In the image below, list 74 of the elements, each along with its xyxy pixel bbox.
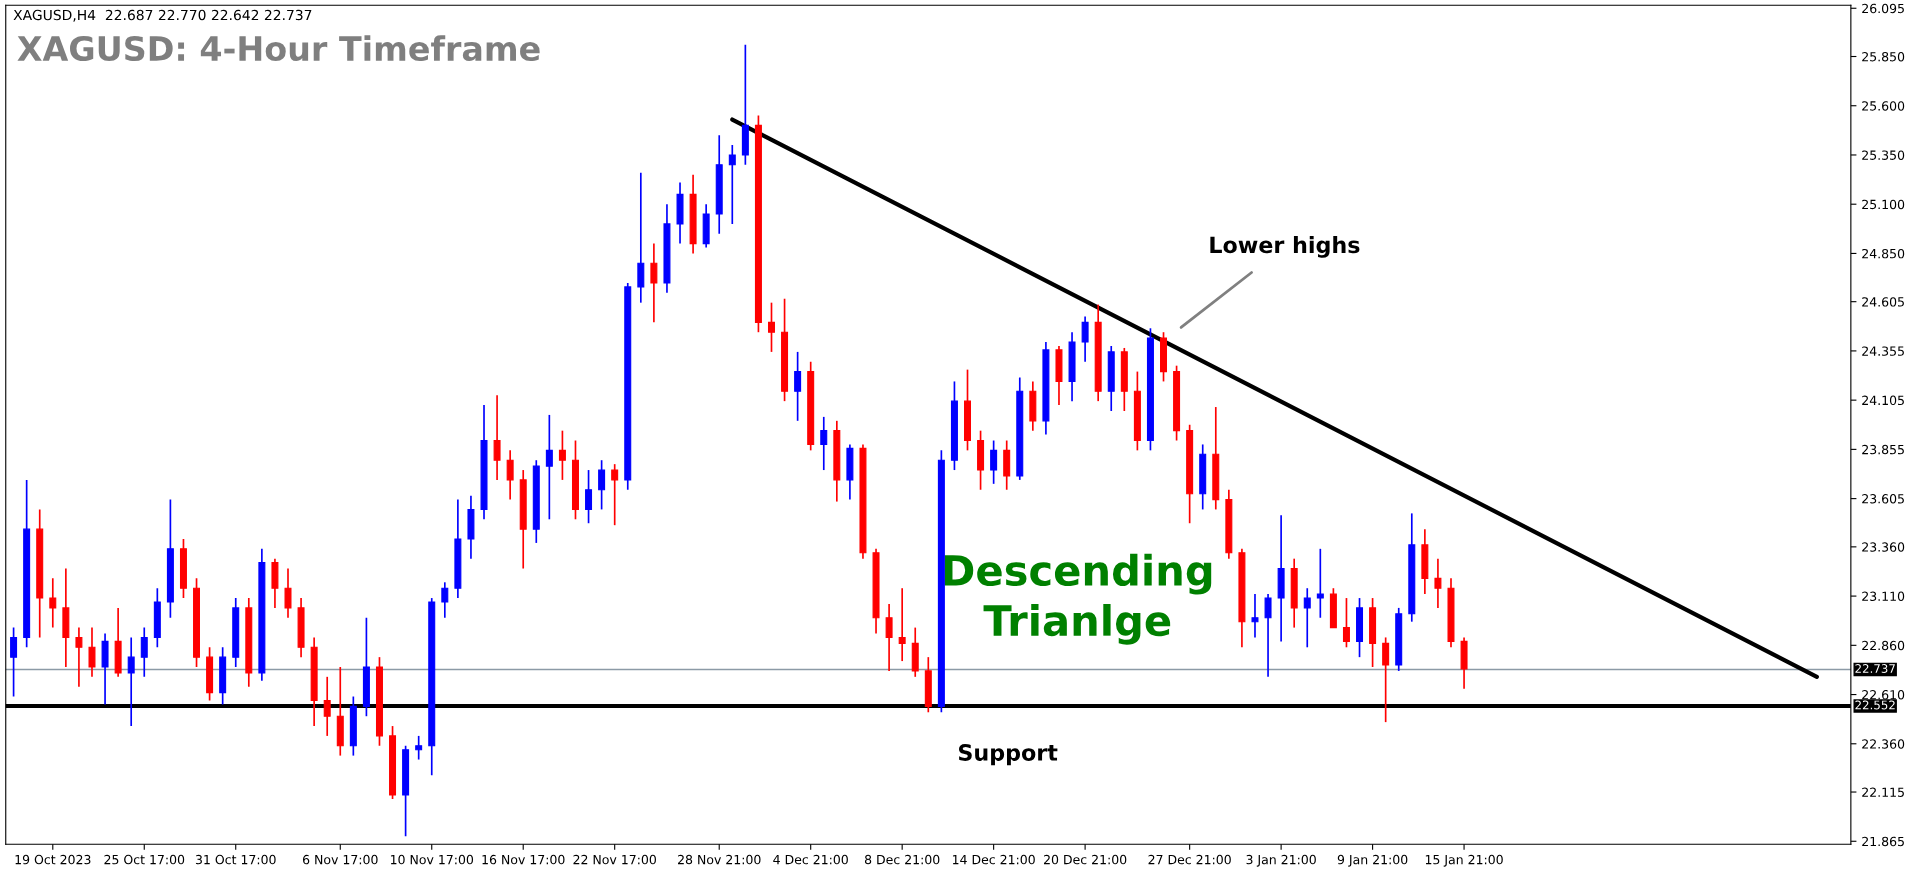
y-tick-label: 23.360 xyxy=(1862,542,1905,552)
candlestick xyxy=(10,626,18,698)
candlestick xyxy=(598,459,606,511)
x-tick-label: 20 Dec 21:00 xyxy=(1043,854,1127,865)
candlestick xyxy=(794,351,802,422)
y-tick-label: 23.110 xyxy=(1862,591,1905,602)
candlestick xyxy=(898,587,906,662)
x-tick-label: 27 Dec 21:00 xyxy=(1148,854,1231,865)
annotation: Lower highs xyxy=(1210,236,1360,258)
ref-line-label: 22.737 xyxy=(1855,664,1895,673)
candlestick xyxy=(1081,315,1089,363)
y-tick-label: 25.100 xyxy=(1862,199,1905,210)
y-tick-label: 22.610 xyxy=(1862,690,1905,700)
candlestick xyxy=(990,439,998,485)
candlestick xyxy=(506,449,514,501)
x-tick-label: 6 Nov 17:00 xyxy=(302,854,378,865)
x-tick-label: 19 Oct 2023 xyxy=(15,854,91,865)
x-tick-label: 15 Jan 21:00 xyxy=(1425,854,1503,867)
candlestick xyxy=(545,414,553,521)
y-tick-label: 26.095 xyxy=(1862,3,1904,14)
annotation: Support xyxy=(958,744,1058,766)
y-tick-label: 23.855 xyxy=(1862,444,1904,455)
x-tick-label: 25 Oct 17:00 xyxy=(104,854,185,865)
x-tick-label: 14 Dec 21:00 xyxy=(952,854,1035,865)
candlestick xyxy=(75,626,83,688)
candlestick xyxy=(88,626,96,678)
candlestick xyxy=(820,416,828,471)
candlestick xyxy=(611,463,619,527)
y-tick-label: 22.115 xyxy=(1862,787,1904,797)
candlestick xyxy=(441,581,449,619)
x-tick-label: 3 Jan 21:00 xyxy=(1246,854,1316,867)
y-tick-label: 24.605 xyxy=(1862,297,1904,307)
x-tick-label: 16 Nov 17:00 xyxy=(482,854,565,865)
candlestick xyxy=(49,577,57,629)
y-tick-label: 21.865 xyxy=(1862,836,1904,847)
candlestick xyxy=(1303,587,1311,649)
candlestick xyxy=(140,626,148,678)
x-tick-label: 4 Dec 21:00 xyxy=(773,854,848,865)
y-tick-label: 24.355 xyxy=(1862,346,1904,356)
x-tick-label: 8 Dec 21:00 xyxy=(864,854,940,865)
candlestick xyxy=(1342,597,1350,649)
candlestick xyxy=(1382,636,1390,723)
text: XAGUSD: 4-Hour Timeframe xyxy=(17,35,540,62)
y-tick-label: 25.600 xyxy=(1862,101,1905,111)
x-tick-label: 22 Nov 17:00 xyxy=(573,854,656,865)
x-tick-label: 10 Nov 17:00 xyxy=(390,854,474,865)
y-tick-label: 22.860 xyxy=(1862,640,1905,651)
candlestick xyxy=(493,394,501,481)
candlestick xyxy=(585,469,593,525)
candlestick xyxy=(637,171,645,304)
y-tick-label: 25.350 xyxy=(1862,150,1905,160)
y-tick-label: 24.105 xyxy=(1862,395,1904,406)
candlestick xyxy=(558,429,566,481)
y-tick-label: 23.605 xyxy=(1862,494,1904,504)
ref-line-label: 22.552 xyxy=(1855,700,1895,710)
candlestick xyxy=(323,675,331,737)
candlestick xyxy=(728,144,736,225)
candlestick xyxy=(1434,557,1442,609)
candlestick xyxy=(415,735,423,761)
candlestick xyxy=(1264,593,1272,678)
candlestick xyxy=(650,242,658,324)
annotation: XAGUSD,H4 22.687 22.770 22.642 22.737 xyxy=(13,9,312,22)
x-tick-label: 9 Jan 21:00 xyxy=(1337,854,1408,867)
candlestick xyxy=(1251,593,1259,639)
x-tick-label: 31 Oct 17:00 xyxy=(195,854,276,865)
candlestick xyxy=(284,567,292,619)
candlestick xyxy=(885,603,893,672)
candlestick xyxy=(127,636,135,727)
y-tick-label: 22.360 xyxy=(1862,739,1905,749)
y-tick-label: 24.850 xyxy=(1862,248,1905,259)
x-tick-label: 28 Nov 21:00 xyxy=(678,854,761,865)
y-tick-label: 25.850 xyxy=(1862,51,1905,62)
candlestick xyxy=(1316,547,1324,619)
candlestick xyxy=(767,301,775,353)
